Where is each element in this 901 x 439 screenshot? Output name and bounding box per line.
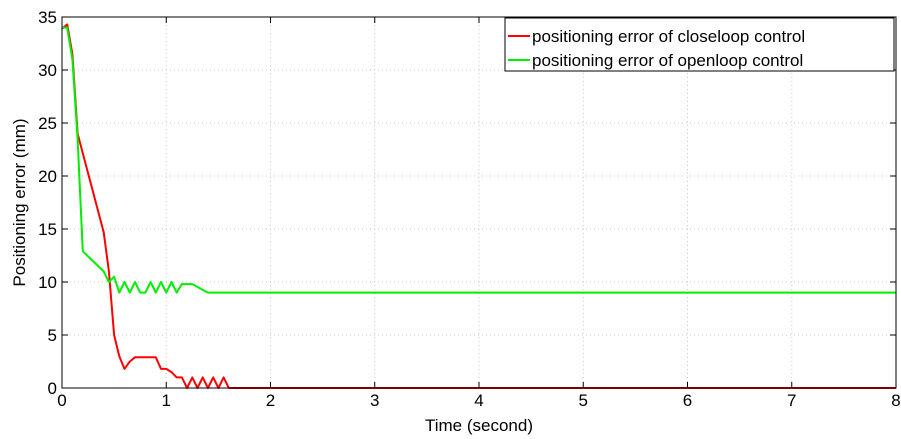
legend-box bbox=[504, 17, 895, 72]
x-tick-label: 1 bbox=[162, 391, 171, 410]
y-axis-label: Positioning error (mm) bbox=[10, 118, 29, 286]
series-lines bbox=[61, 23, 896, 389]
legend: positioning error of closeloop control p… bbox=[504, 17, 895, 72]
x-tick-label: 2 bbox=[266, 391, 275, 410]
tick-labels: 0 1 2 3 4 5 6 7 8 0 5 10 15 20 25 30 35 bbox=[38, 8, 901, 410]
y-tick-label: 25 bbox=[38, 114, 57, 133]
x-tick-label: 7 bbox=[787, 391, 796, 410]
y-tick-label: 30 bbox=[38, 61, 57, 80]
legend-label-openloop: positioning error of openloop control bbox=[532, 51, 803, 70]
y-tick-label: 0 bbox=[48, 379, 57, 398]
x-tick-label: 3 bbox=[370, 391, 379, 410]
series-line-closeloop bbox=[61, 23, 896, 389]
legend-label-closeloop: positioning error of closeloop control bbox=[532, 27, 805, 46]
x-tick-label: 0 bbox=[57, 391, 66, 410]
y-tick-label: 15 bbox=[38, 220, 57, 239]
y-tick-label: 35 bbox=[38, 8, 57, 27]
plot-frame bbox=[61, 16, 897, 389]
x-tick-label: 6 bbox=[683, 391, 692, 410]
y-tick-label: 20 bbox=[38, 167, 57, 186]
grid-lines bbox=[62, 17, 896, 388]
x-axis-label: Time (second) bbox=[425, 416, 533, 435]
series-line-openloop bbox=[62, 26, 896, 294]
y-tick-label: 5 bbox=[48, 326, 57, 345]
axis-ticks bbox=[61, 16, 897, 389]
x-tick-label: 8 bbox=[891, 391, 900, 410]
x-tick-label: 4 bbox=[474, 391, 483, 410]
x-tick-label: 5 bbox=[579, 391, 588, 410]
y-tick-label: 10 bbox=[38, 273, 57, 292]
